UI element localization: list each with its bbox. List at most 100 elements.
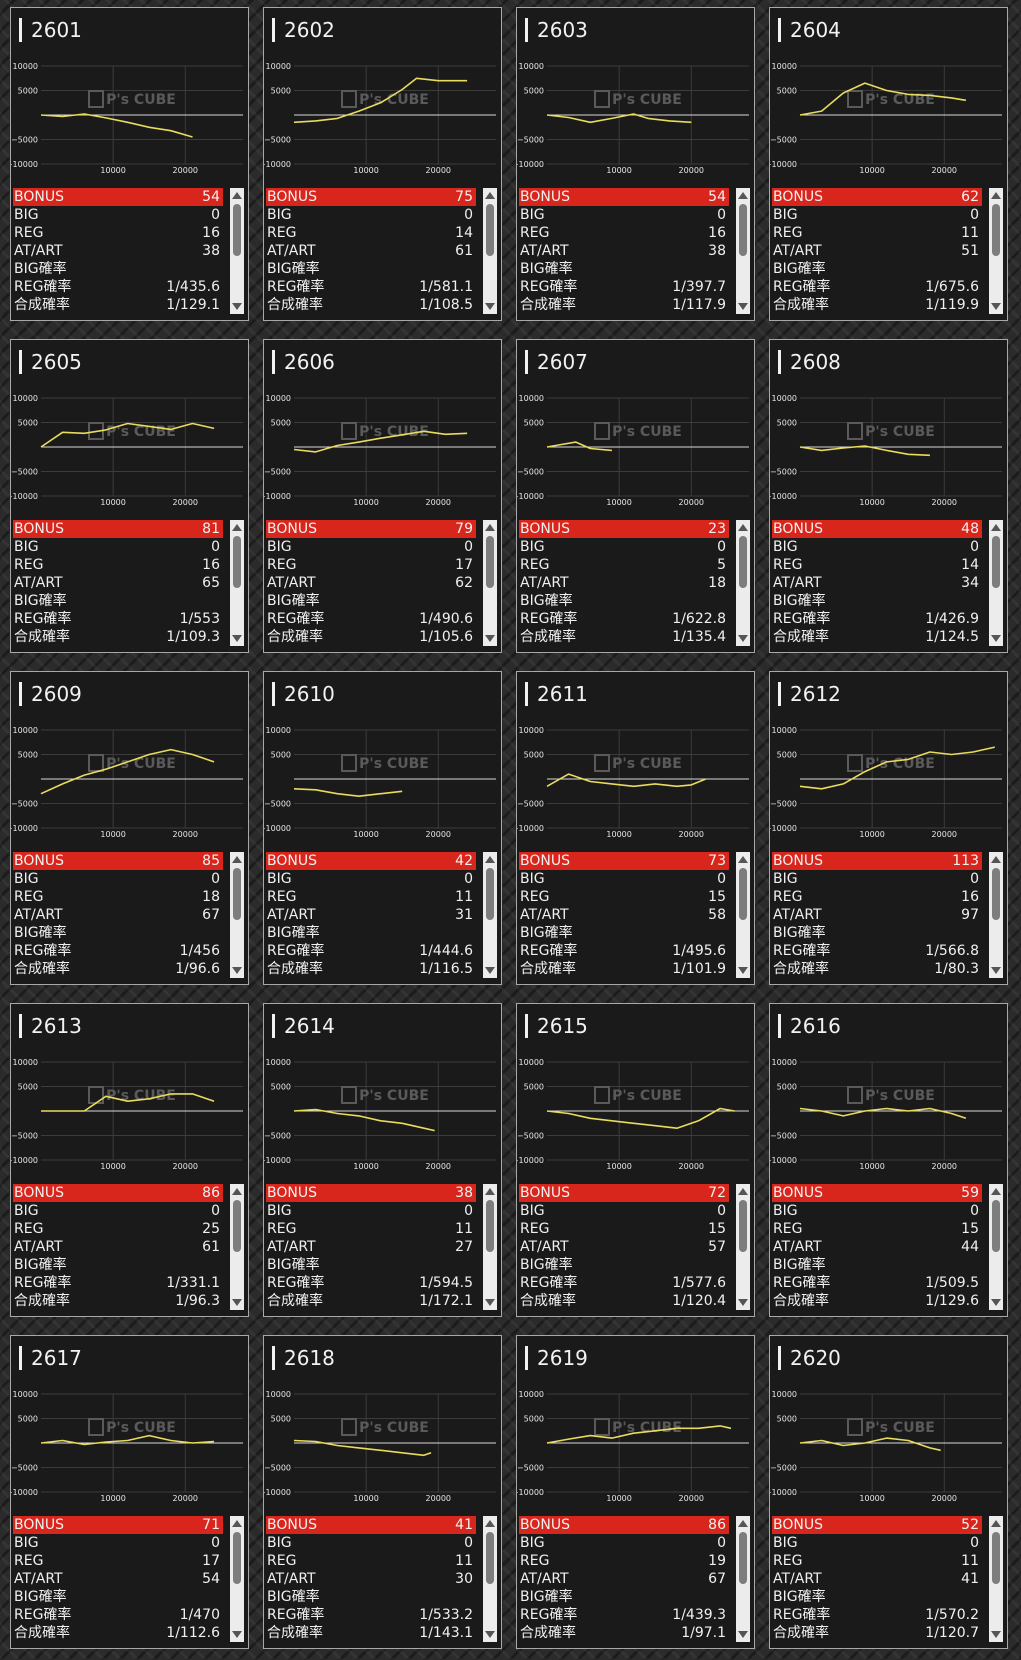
scroll-up-arrow-icon[interactable] [991,856,1001,863]
scroll-thumb[interactable] [486,868,494,920]
scrollbar[interactable] [483,1516,497,1642]
scrollbar[interactable] [230,520,244,646]
scroll-down-arrow-icon[interactable] [232,1631,242,1638]
scroll-thumb[interactable] [739,536,747,588]
scroll-thumb[interactable] [992,536,1000,588]
scrollbar[interactable] [736,188,750,314]
machine-panel[interactable]: 2609 P's CUBE 10000 5000 −5000 −10000 10000 200… [10,671,249,985]
machine-panel[interactable]: 2610 P's CUBE 10000 5000 −5000 −10000 10000 200… [263,671,502,985]
scroll-down-arrow-icon[interactable] [232,1299,242,1306]
scroll-up-arrow-icon[interactable] [232,192,242,199]
scrollbar[interactable] [230,852,244,978]
scroll-up-arrow-icon[interactable] [485,1188,495,1195]
scroll-down-arrow-icon[interactable] [485,1631,495,1638]
machine-panel[interactable]: 2603 P's CUBE 10000 5000 −5000 −10000 10000 200… [516,7,755,321]
scroll-down-arrow-icon[interactable] [991,1299,1001,1306]
scroll-thumb[interactable] [739,1200,747,1252]
scroll-up-arrow-icon[interactable] [232,1188,242,1195]
scrollbar[interactable] [989,188,1003,314]
scrollbar[interactable] [736,1184,750,1310]
scroll-thumb[interactable] [233,536,241,588]
scroll-down-arrow-icon[interactable] [485,1299,495,1306]
scrollbar[interactable] [989,520,1003,646]
scroll-down-arrow-icon[interactable] [991,303,1001,310]
scrollbar[interactable] [230,1184,244,1310]
machine-panel[interactable]: 2611 P's CUBE 10000 5000 −5000 −10000 10000 200… [516,671,755,985]
machine-panel[interactable]: 2606 P's CUBE 10000 5000 −5000 −10000 10000 200… [263,339,502,653]
scroll-thumb[interactable] [486,1532,494,1584]
scrollbar[interactable] [989,1516,1003,1642]
scroll-thumb[interactable] [992,204,1000,256]
scrollbar[interactable] [736,520,750,646]
scroll-up-arrow-icon[interactable] [991,524,1001,531]
scroll-thumb[interactable] [992,868,1000,920]
scroll-up-arrow-icon[interactable] [738,856,748,863]
scroll-up-arrow-icon[interactable] [232,856,242,863]
scroll-up-arrow-icon[interactable] [485,524,495,531]
scrollbar[interactable] [989,1184,1003,1310]
scroll-thumb[interactable] [992,1200,1000,1252]
scroll-up-arrow-icon[interactable] [738,192,748,199]
machine-panel[interactable]: 2608 P's CUBE 10000 5000 −5000 −10000 10000 200… [769,339,1008,653]
scroll-down-arrow-icon[interactable] [738,967,748,974]
machine-panel[interactable]: 2617 P's CUBE 10000 5000 −5000 −10000 10000 200… [10,1335,249,1649]
scroll-up-arrow-icon[interactable] [991,192,1001,199]
machine-panel[interactable]: 2607 P's CUBE 10000 5000 −5000 −10000 10000 200… [516,339,755,653]
scroll-down-arrow-icon[interactable] [738,635,748,642]
scroll-up-arrow-icon[interactable] [485,192,495,199]
scroll-down-arrow-icon[interactable] [485,303,495,310]
machine-panel[interactable]: 2618 P's CUBE 10000 5000 −5000 −10000 10000 200… [263,1335,502,1649]
scroll-up-arrow-icon[interactable] [738,1520,748,1527]
scroll-down-arrow-icon[interactable] [485,635,495,642]
machine-panel[interactable]: 2619 P's CUBE 10000 5000 −5000 −10000 10000 200… [516,1335,755,1649]
scroll-thumb[interactable] [992,1532,1000,1584]
scroll-thumb[interactable] [739,1532,747,1584]
scrollbar[interactable] [736,852,750,978]
scroll-up-arrow-icon[interactable] [232,524,242,531]
scroll-down-arrow-icon[interactable] [991,1631,1001,1638]
scroll-thumb[interactable] [486,204,494,256]
scroll-up-arrow-icon[interactable] [991,1188,1001,1195]
scroll-up-arrow-icon[interactable] [991,1520,1001,1527]
scroll-up-arrow-icon[interactable] [232,1520,242,1527]
scroll-down-arrow-icon[interactable] [232,303,242,310]
scroll-thumb[interactable] [739,204,747,256]
scrollbar[interactable] [230,1516,244,1642]
machine-panel[interactable]: 2613 P's CUBE 10000 5000 −5000 −10000 10000 200… [10,1003,249,1317]
machine-panel[interactable]: 2615 P's CUBE 10000 5000 −5000 −10000 10000 200… [516,1003,755,1317]
machine-panel[interactable]: 2620 P's CUBE 10000 5000 −5000 −10000 10000 200… [769,1335,1008,1649]
scroll-down-arrow-icon[interactable] [485,967,495,974]
scroll-down-arrow-icon[interactable] [232,967,242,974]
scroll-thumb[interactable] [233,1200,241,1252]
scroll-down-arrow-icon[interactable] [738,303,748,310]
scroll-down-arrow-icon[interactable] [232,635,242,642]
scrollbar[interactable] [483,520,497,646]
scrollbar[interactable] [230,188,244,314]
scroll-thumb[interactable] [233,868,241,920]
machine-panel[interactable]: 2614 P's CUBE 10000 5000 −5000 −10000 10000 200… [263,1003,502,1317]
scroll-thumb[interactable] [233,204,241,256]
scroll-up-arrow-icon[interactable] [485,856,495,863]
machine-panel[interactable]: 2601 P's CUBE 10000 5000 −5000 −10000 10000 200… [10,7,249,321]
scroll-down-arrow-icon[interactable] [991,635,1001,642]
scroll-thumb[interactable] [233,1532,241,1584]
scroll-down-arrow-icon[interactable] [738,1631,748,1638]
scroll-up-arrow-icon[interactable] [738,1188,748,1195]
scrollbar[interactable] [483,1184,497,1310]
scroll-thumb[interactable] [739,868,747,920]
machine-panel[interactable]: 2612 P's CUBE 10000 5000 −5000 −10000 10000 200… [769,671,1008,985]
scroll-thumb[interactable] [486,1200,494,1252]
scrollbar[interactable] [736,1516,750,1642]
scrollbar[interactable] [483,852,497,978]
machine-panel[interactable]: 2616 P's CUBE 10000 5000 −5000 −10000 10000 200… [769,1003,1008,1317]
scroll-down-arrow-icon[interactable] [991,967,1001,974]
machine-panel[interactable]: 2604 P's CUBE 10000 5000 −5000 −10000 10000 200… [769,7,1008,321]
scroll-up-arrow-icon[interactable] [485,1520,495,1527]
scroll-up-arrow-icon[interactable] [738,524,748,531]
scroll-thumb[interactable] [486,536,494,588]
scrollbar[interactable] [989,852,1003,978]
scrollbar[interactable] [483,188,497,314]
scroll-down-arrow-icon[interactable] [738,1299,748,1306]
